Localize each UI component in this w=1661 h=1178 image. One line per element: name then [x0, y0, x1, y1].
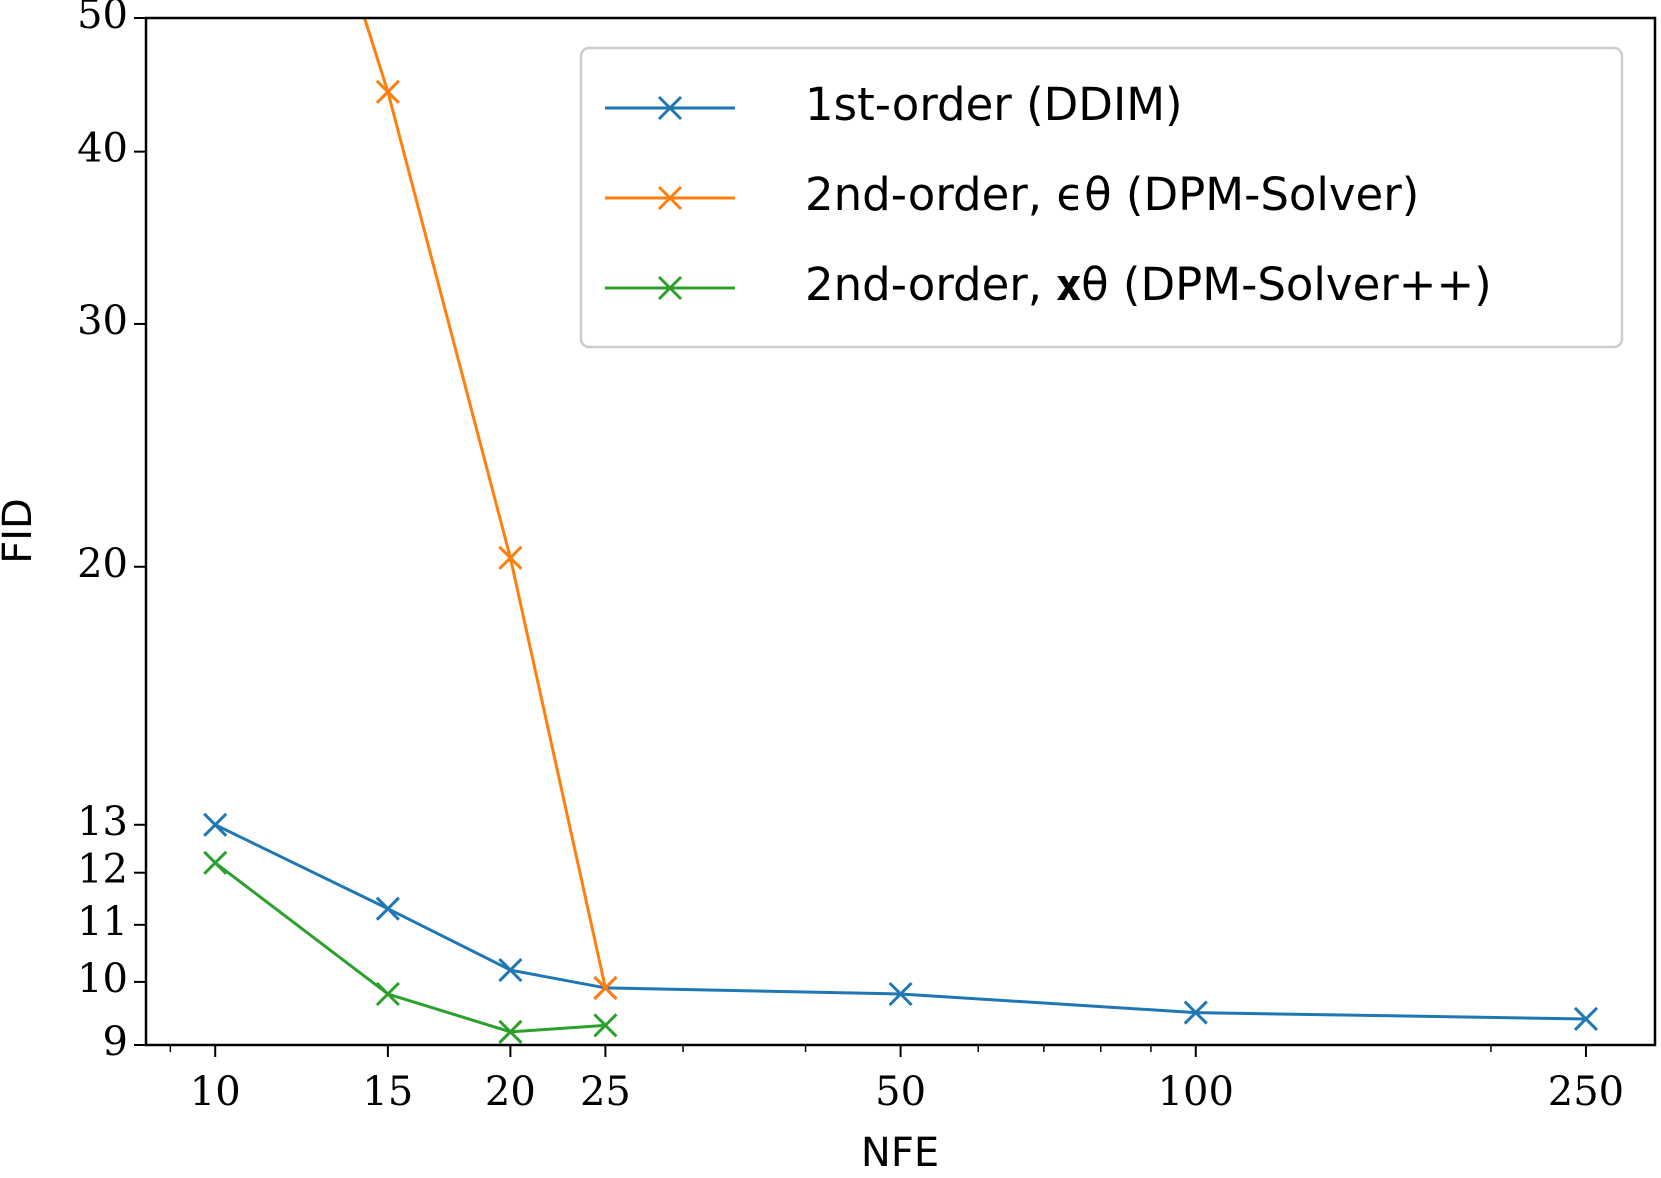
x-tick-label: 250 — [1548, 1069, 1624, 1115]
marker — [203, 850, 228, 875]
y-tick-label: 20 — [77, 541, 128, 587]
marker — [657, 275, 683, 301]
y-tick-label: 50 — [77, 0, 128, 38]
legend-label: 2nd-order, ϵθ (DPM-Solver) — [805, 168, 1419, 221]
x-tick-label: 15 — [362, 1069, 413, 1115]
plot-frame — [144, 16, 1657, 1047]
x-axis-label: NFE — [861, 1130, 939, 1176]
plot-area — [203, 18, 1599, 1044]
marker — [498, 957, 523, 983]
legend-label: 1st-order (DDIM) — [805, 78, 1183, 131]
marker — [375, 896, 400, 921]
marker — [498, 545, 523, 570]
marker — [375, 79, 400, 104]
y-tick-label: 9 — [103, 1019, 128, 1065]
y-tick-label: 30 — [77, 298, 128, 344]
marker — [657, 95, 683, 121]
series-line — [214, 823, 1586, 1021]
legend-box — [579, 46, 1624, 349]
marker — [888, 981, 913, 1007]
marker — [593, 1013, 618, 1038]
y-axis-label: FID — [0, 498, 41, 564]
x-tick-label: 50 — [875, 1069, 926, 1115]
marker — [593, 975, 618, 1000]
x-tick-label: 10 — [190, 1069, 241, 1115]
x-tick-label: 100 — [1158, 1069, 1234, 1115]
x-tick-label: 20 — [485, 1069, 536, 1115]
y-tick-label: 11 — [77, 899, 128, 945]
marker — [1183, 1000, 1208, 1025]
y-tick-label: 12 — [77, 847, 128, 893]
marker — [375, 981, 400, 1007]
y-tick-label: 10 — [77, 956, 128, 1002]
marker — [498, 1019, 523, 1044]
y-tick-label: 40 — [77, 126, 128, 172]
marker — [1573, 1006, 1599, 1032]
marker — [657, 185, 683, 211]
y-tick-label: 13 — [77, 799, 128, 845]
x-tick-label: 25 — [580, 1069, 631, 1115]
series-line — [214, 861, 606, 1034]
legend-label: 2nd-order, 𝐱θ (DPM-Solver++) — [805, 258, 1492, 311]
series-line — [362, 18, 607, 989]
marker — [203, 812, 228, 837]
